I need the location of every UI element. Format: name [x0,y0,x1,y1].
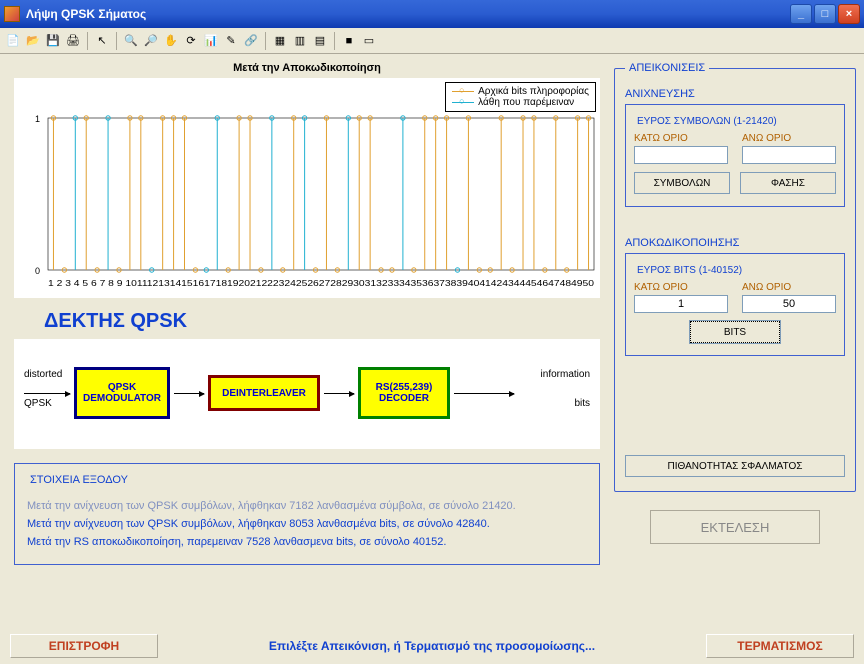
chart-area: 1 0 1 2 3 4 5 6 7 8 9 10111213141516171819… [14,78,600,298]
colorbar-icon[interactable]: ▥ [291,32,309,50]
diagram-input-label: distorted QPSK [24,369,68,409]
btn-phasis[interactable]: ΦΑΣΗΣ [740,172,836,194]
output-line-1: Μετά την ανίχνευση των QPSK συμβόλων, λή… [27,500,587,512]
diagram-output-label: information bits [536,369,590,409]
btn-probability[interactable]: ΠΙΘΑΝΟΤΗΤΑΣ ΣΦΑΛΜΑΤΟΣ [625,455,845,477]
minimize-button[interactable]: _ [790,4,812,24]
btn-execute[interactable]: ΕΚΤΕΛΕΣΗ [650,510,820,544]
chart-title: Μετά την Αποκωδικοποίηση [8,62,606,74]
bottom-bar: ΕΠΙΣΤΡΟΦΗ Επιλέξτε Απεικόνιση, ή Τερματι… [10,634,854,658]
stop-icon[interactable]: ■ [340,32,358,50]
chart-legend: Αρχικά bits πληροφορίας λάθη που παρέμει… [445,82,596,112]
print-icon[interactable]: 🖨 [64,32,82,50]
insert-icon[interactable]: ▦ [271,32,289,50]
receiver-heading: ΔΕΚΤΗΣ QPSK [44,310,606,333]
svg-text:1: 1 [35,114,40,124]
panel-apeikoniseis: ΑΠΕΙΚΟΝΙΣΕΙΣ ΑΝΙΧΝΕΥΣΗΣ ΕΥΡΟΣ ΣΥΜΒΟΛΩΝ (… [614,62,856,492]
arrow [324,393,354,394]
detect-range-title: ΕΥΡΟΣ ΣΥΜΒΟΛΩΝ (1-21420) [634,116,780,127]
block-diagram: distorted QPSK information bits QPSKDEMO… [14,339,600,449]
output-legend: ΣΤΟΙΧΕΙΑ ΕΞΟΔΟΥ [27,474,131,486]
decode-kato-input[interactable] [634,295,728,313]
detect-kato-label: ΚΑΤΩ ΟΡΙΟ [634,133,728,144]
output-group: ΣΤΟΙΧΕΙΑ ΕΞΟΔΟΥ Μετά την ανίχνευση των Q… [14,463,600,565]
svg-text:1 2 3 4 5 6 7 8 9 101112131415: 1 2 3 4 5 6 7 8 9 1011121314151617181920… [48,279,595,288]
rotate-icon[interactable]: ⟳ [182,32,200,50]
decode-range-title: ΕΥΡΟΣ BITS (1-40152) [634,265,745,276]
output-line-3: Μετά την RS αποκωδικοποίηση, παρεμειναν … [27,536,587,548]
block-rs-decoder: RS(255,239)DECODER [358,367,450,419]
open-icon[interactable]: 📂 [24,32,42,50]
zoom-in-icon[interactable]: 🔍 [122,32,140,50]
data-cursor-icon[interactable]: 📊 [202,32,220,50]
btn-symbolon[interactable]: ΣΥΜΒΟΛΩΝ [634,172,730,194]
detect-label: ΑΝΙΧΝΕΥΣΗΣ [625,88,845,100]
toolbar-separator [116,32,117,50]
pointer-icon[interactable]: ↖ [93,32,111,50]
arrow [454,393,514,394]
legend-icon[interactable]: ▤ [311,32,329,50]
bottom-message: Επιλέξτε Απεικόνιση, ή Τερματισμό της πρ… [158,639,706,653]
decode-ano-label: ΑΝΩ ΟΡΙΟ [742,282,836,293]
legend-line-info [452,91,474,92]
legend-label-error: λάθη που παρέμειναν [478,97,574,108]
new-icon[interactable]: 📄 [4,32,22,50]
detect-range-group: ΕΥΡΟΣ ΣΥΜΒΟΛΩΝ (1-21420) ΚΑΤΩ ΟΡΙΟ ΑΝΩ Ο… [625,104,845,207]
maximize-button[interactable]: □ [814,4,836,24]
detect-kato-input[interactable] [634,146,728,164]
legend-label-info: Αρχικά bits πληροφορίας [478,86,589,97]
arrow [174,393,204,394]
zoom-out-icon[interactable]: 🔎 [142,32,160,50]
save-icon[interactable]: 💾 [44,32,62,50]
close-button[interactable]: × [838,4,860,24]
decode-range-group: ΕΥΡΟΣ BITS (1-40152) ΚΑΤΩ ΟΡΙΟ ΑΝΩ ΟΡΙΟ … [625,253,845,356]
brush-icon[interactable]: ✎ [222,32,240,50]
block-demodulator: QPSKDEMODULATOR [74,367,170,419]
panel-title: ΑΠΕΙΚΟΝΙΣΕΙΣ [625,62,709,74]
link-icon[interactable]: 🔗 [242,32,260,50]
toolbar-separator [87,32,88,50]
decode-label: ΑΠΟΚΩΔΙΚΟΠΟΙΗΣΗΣ [625,237,845,249]
svg-text:0: 0 [35,266,40,276]
toolbar-separator [334,32,335,50]
btn-bits[interactable]: BITS [690,321,780,343]
toolbar: 📄 📂 💾 🖨 ↖ 🔍 🔎 ✋ ⟳ 📊 ✎ 🔗 ▦ ▥ ▤ ■ ▭ [0,28,864,54]
detect-ano-input[interactable] [742,146,836,164]
btn-terminate[interactable]: ΤΕΡΜΑΤΙΣΜΟΣ [706,634,854,658]
detect-ano-label: ΑΝΩ ΟΡΙΟ [742,133,836,144]
block-deinterleaver: DEINTERLEAVER [208,375,320,411]
pan-icon[interactable]: ✋ [162,32,180,50]
play-icon[interactable]: ▭ [360,32,378,50]
btn-back[interactable]: ΕΠΙΣΤΡΟΦΗ [10,634,158,658]
window-title: Λήψη QPSK Σήματος [26,7,790,21]
legend-line-error [452,102,474,103]
toolbar-separator [265,32,266,50]
output-line-2: Μετά την ανίχνευση των QPSK συμβόλων, λή… [27,518,587,530]
decode-ano-input[interactable] [742,295,836,313]
app-icon [4,6,20,22]
decode-kato-label: ΚΑΤΩ ΟΡΙΟ [634,282,728,293]
titlebar: Λήψη QPSK Σήματος _ □ × [0,0,864,28]
arrow [24,393,70,394]
